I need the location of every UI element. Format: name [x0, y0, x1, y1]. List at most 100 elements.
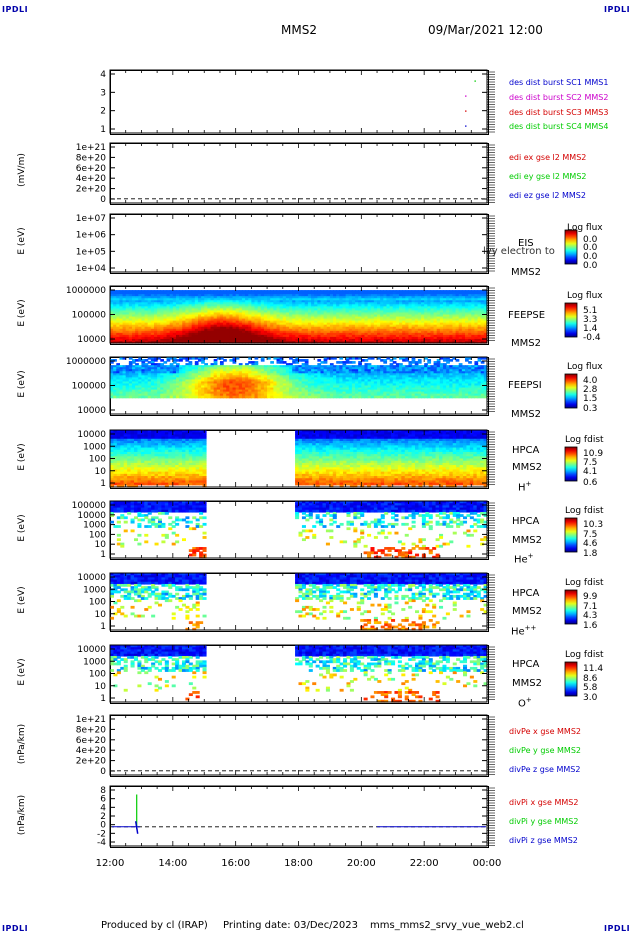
spectro-cell [160, 326, 165, 330]
spectro-cell [364, 290, 369, 293]
spectro-cell [298, 336, 303, 340]
spectro-cell [119, 332, 124, 336]
spectro-cell [216, 338, 221, 342]
spectro-cell [128, 340, 133, 344]
spectro-cell [150, 304, 155, 307]
spectro-cell [364, 330, 369, 334]
spectro-cell [355, 290, 359, 293]
spectro-cell [342, 292, 347, 295]
spectro-cell [116, 328, 121, 332]
spectro-cell [320, 306, 325, 309]
spectro-cell [273, 294, 278, 297]
spectro-cell [254, 330, 259, 334]
spectro-cell [304, 318, 309, 322]
spectro-cell [131, 302, 136, 305]
spectro-cell [358, 308, 362, 312]
spectro-cell [326, 308, 331, 312]
spectro-cell [166, 304, 171, 307]
spectro-cell [251, 310, 256, 314]
spectro-cell [122, 302, 127, 305]
spectro-cell [263, 314, 268, 318]
spectro-cell [273, 330, 278, 334]
spectro-cell [135, 290, 139, 293]
spectro-cell [241, 340, 246, 344]
spectro-cell [304, 340, 309, 344]
spectro-cell [223, 336, 227, 340]
spectro-cell [285, 336, 290, 340]
spectro-cell [194, 318, 199, 322]
spectro-cell [194, 296, 199, 299]
spectro-cell [345, 292, 350, 295]
spectro-cell [113, 312, 117, 316]
spectro-cell [276, 316, 281, 320]
spectro-cell [166, 290, 171, 293]
spectro-cell [216, 340, 221, 344]
spectro-cell [317, 296, 322, 299]
spectro-cell [279, 318, 284, 322]
spectro-cell [323, 361, 328, 364]
spectro-cell [216, 310, 221, 314]
spectro-cell [172, 298, 177, 301]
spectro-cell [188, 318, 193, 322]
spectro-cell [128, 324, 133, 328]
spectro-cell [241, 318, 246, 322]
spectro-cell [301, 304, 306, 307]
spectro-cell [241, 300, 246, 303]
spectro-cell [320, 324, 325, 328]
spectro-cell [172, 326, 177, 330]
spectro-cell [144, 312, 149, 316]
spectro-cell [241, 322, 246, 326]
spectro-cell [226, 320, 230, 324]
spectro-cell [169, 306, 174, 309]
spectro-cell [191, 334, 196, 338]
spectro-cell [267, 324, 271, 328]
sc-hpca-hepp: MMS2 [512, 606, 542, 617]
spectro-cell [122, 330, 127, 334]
spectro-cell [223, 290, 227, 293]
spectro-cell [241, 308, 246, 312]
spectro-cell [417, 361, 422, 364]
spectro-cell [128, 332, 133, 336]
spectro-cell [348, 324, 353, 328]
spectro-cell [345, 320, 350, 324]
spectro-cell [185, 318, 190, 322]
spectro-cell [292, 300, 296, 303]
cb-val-hpca-h-0: 10.9 [583, 449, 604, 459]
spectro-cell [251, 314, 256, 318]
spectro-cell [172, 320, 177, 324]
spectro-cell [307, 330, 312, 334]
spectro-cell [311, 318, 315, 322]
spectro-cell [138, 302, 143, 305]
spectro-cell [326, 328, 331, 332]
cb-val-hpca-hepp-0: 9.9 [583, 592, 598, 602]
spectro-cell [191, 316, 196, 320]
spectro-cell [235, 316, 240, 320]
spectro-cell [229, 340, 234, 344]
spectro-cell [245, 302, 249, 305]
spectro-cell [336, 330, 340, 334]
spectro-cell [147, 298, 152, 301]
spectro-cell [175, 322, 180, 326]
spectro-cell [219, 306, 224, 309]
spectro-cell [135, 326, 139, 330]
spectro-cell [179, 322, 183, 326]
spectro-cell [150, 338, 155, 342]
spectro-cell [257, 310, 262, 314]
spectro-cell [345, 312, 350, 316]
spectro-cell [223, 316, 227, 320]
spectro-cell [270, 310, 274, 314]
spectro-cell [216, 294, 221, 297]
spectro-cell [323, 324, 328, 328]
spectro-cell [223, 318, 227, 322]
spectro-cell [125, 296, 130, 299]
spectro-cell [301, 322, 306, 326]
spectro-cell [267, 334, 271, 338]
spectro-cell [311, 298, 315, 301]
spectro-cell [245, 328, 249, 332]
instrument-feepse: FEEPSE [508, 310, 546, 321]
spectro-cell [194, 334, 199, 338]
spectro-cell [226, 326, 230, 330]
spectro-cell [216, 314, 221, 318]
spectro-cell [260, 324, 265, 328]
spectro-cell [207, 298, 212, 301]
